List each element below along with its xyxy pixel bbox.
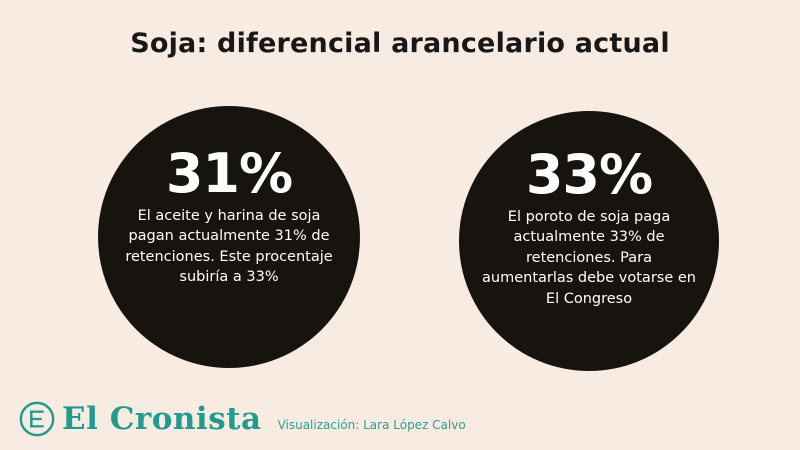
stat-description: El aceite y harina de soja pagan actualm… [125,207,333,286]
brand-name: El Cronista [62,401,262,437]
page-title: Soja: diferencial arancelario actual [130,28,670,59]
footer: El Cronista Visualización: Lara López Ca… [18,400,466,438]
stat-circle-aceite: 31% El aceite y harina de soja pagan act… [98,106,360,368]
stat-value: 31% [165,142,293,205]
stat-value: 33% [525,143,653,206]
visualization-credit: Visualización: Lara López Calvo [277,418,466,432]
stat-description: El poroto de soja paga actualmente 33% d… [482,208,696,307]
stat-circle-poroto: 33% El poroto de soja paga actualmente 3… [459,111,719,371]
el-cronista-logo-icon [18,400,56,438]
